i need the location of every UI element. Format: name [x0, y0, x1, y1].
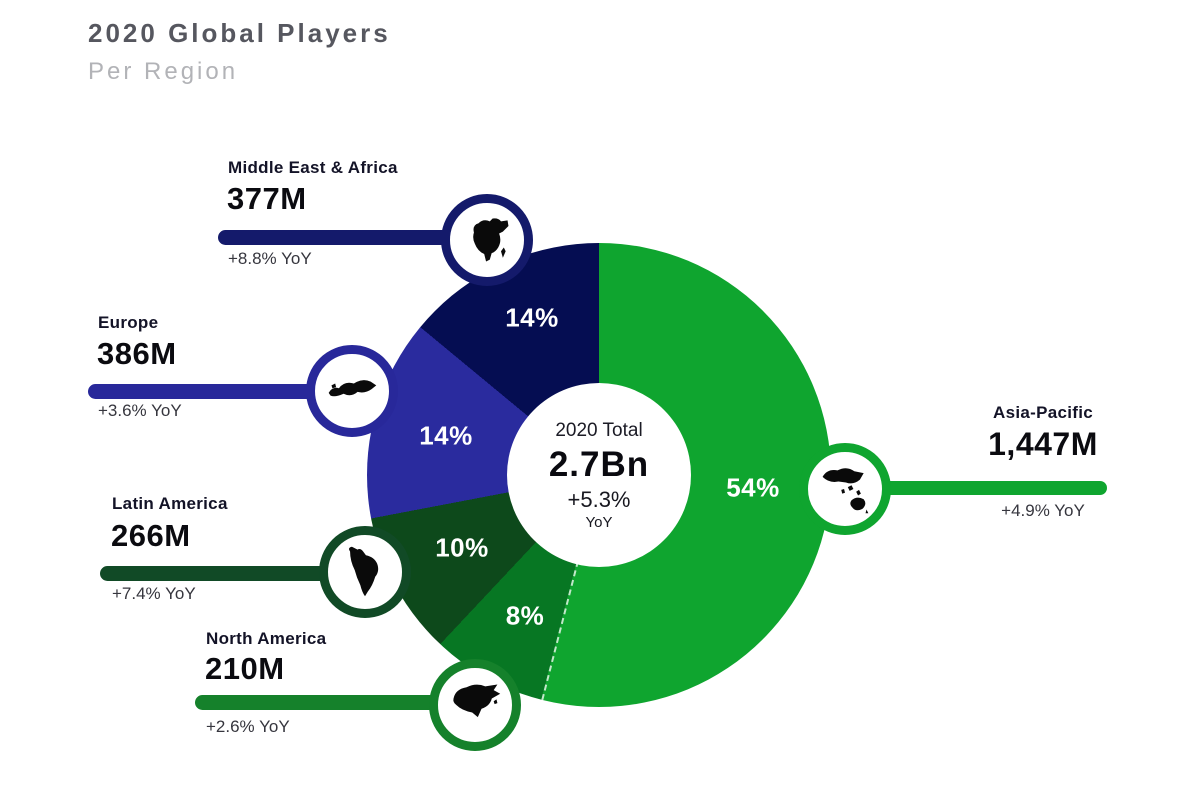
north-america-map-icon — [453, 684, 501, 718]
europe-map-icon — [328, 380, 377, 397]
region-players-latin-america: 266M — [111, 518, 191, 553]
region-marker-asia-pacific — [799, 443, 891, 535]
region-name-north-america: North America — [206, 629, 327, 648]
page-title: 2020 Global Players — [88, 18, 391, 48]
region-yoy-middle-east-africa: +8.8% YoY — [228, 249, 312, 268]
callout-line-middle-east-africa — [218, 230, 488, 245]
latin-america-map-icon — [349, 546, 379, 597]
center-yoy-value: +5.3% — [567, 486, 631, 512]
donut-center: 2020 Total 2.7Bn +5.3% YoY — [507, 383, 691, 567]
region-yoy-latin-america: +7.4% YoY — [112, 584, 196, 603]
center-total-value: 2.7Bn — [548, 444, 650, 484]
slice-percent-europe: 14% — [419, 420, 473, 451]
center-total-label: 2020 Total — [555, 419, 643, 441]
callout-line-latin-america — [100, 566, 366, 581]
slice-percent-middle-east-africa: 14% — [505, 302, 559, 333]
region-marker-middle-east-africa — [441, 194, 533, 286]
region-marker-north-america — [429, 659, 521, 751]
region-name-europe: Europe — [98, 313, 159, 332]
region-name-latin-america: Latin America — [112, 494, 228, 513]
slice-percent-north-america: 8% — [505, 600, 545, 631]
page-subtitle: Per Region — [88, 58, 239, 85]
slice-percent-asia-pacific: 54% — [726, 472, 780, 503]
callout-line-north-america — [195, 695, 476, 710]
slice-percent-latin-america: 10% — [435, 532, 489, 563]
region-marker-latin-america — [319, 526, 411, 618]
asia-pacific-map-icon — [822, 468, 869, 514]
region-players-north-america: 210M — [205, 651, 285, 686]
callout-line-asia-pacific — [845, 481, 1107, 495]
region-name-middle-east-africa: Middle East & Africa — [228, 158, 398, 177]
region-marker-europe — [306, 345, 398, 437]
donut-chart: 2020 Total 2.7Bn +5.3% YoY — [367, 243, 831, 707]
callout-line-europe — [88, 384, 353, 399]
region-players-europe: 386M — [97, 336, 177, 371]
center-yoy-unit: YoY — [585, 513, 613, 531]
region-yoy-north-america: +2.6% YoY — [206, 717, 290, 736]
region-players-middle-east-africa: 377M — [227, 181, 307, 216]
region-players-asia-pacific: 1,447M — [988, 426, 1098, 462]
africa-middle-east-map-icon — [473, 218, 509, 262]
region-name-asia-pacific: Asia-Pacific — [993, 403, 1093, 422]
region-yoy-europe: +3.6% YoY — [98, 401, 182, 420]
region-yoy-asia-pacific: +4.9% YoY — [1001, 501, 1085, 520]
